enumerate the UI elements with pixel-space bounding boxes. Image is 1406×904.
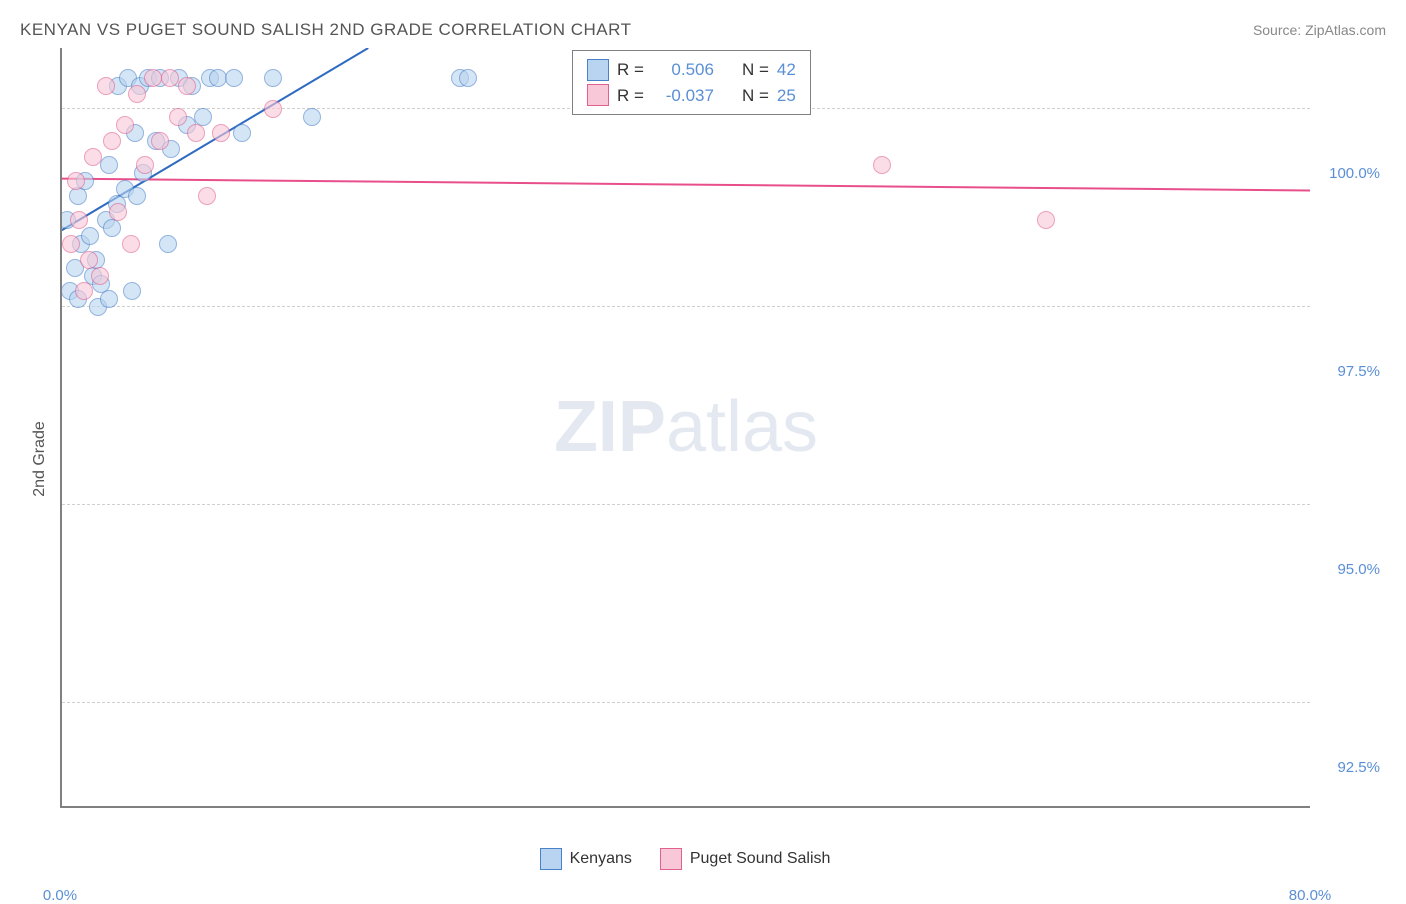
n-value: 42 (777, 57, 796, 83)
data-point (1037, 211, 1055, 229)
data-point (70, 211, 88, 229)
data-point (198, 187, 216, 205)
data-point (123, 282, 141, 300)
x-tick (531, 806, 532, 808)
data-point (122, 235, 140, 253)
data-point (84, 148, 102, 166)
data-point (264, 100, 282, 118)
data-point (873, 156, 891, 174)
stats-row: R = 0.506 N = 42 (587, 57, 796, 83)
x-tick (375, 806, 376, 808)
data-point (212, 124, 230, 142)
gridline (62, 504, 1310, 505)
n-label: N = (742, 57, 769, 83)
y-axis-label-col: 2nd Grade (20, 48, 60, 870)
data-point (116, 116, 134, 134)
y-axis-label: 2nd Grade (31, 421, 49, 497)
legend-label: Puget Sound Salish (690, 850, 831, 868)
data-point (178, 77, 196, 95)
chart-header: KENYAN VS PUGET SOUND SALISH 2ND GRADE C… (20, 20, 1386, 40)
data-point (128, 187, 146, 205)
data-point (62, 235, 80, 253)
data-point (103, 132, 121, 150)
legend-label: Kenyans (570, 850, 632, 868)
data-point (103, 219, 121, 237)
data-point (161, 69, 179, 87)
legend-item: Puget Sound Salish (660, 848, 831, 870)
data-point (109, 203, 127, 221)
y-tick-label: 92.5% (1320, 759, 1380, 776)
x-tick (843, 806, 844, 808)
series-swatch (587, 59, 609, 81)
data-point (80, 251, 98, 269)
y-tick-label: 97.5% (1320, 363, 1380, 380)
r-label: R = (617, 83, 644, 109)
gridline (62, 306, 1310, 307)
data-point (151, 132, 169, 150)
data-point (233, 124, 251, 142)
data-point (169, 108, 187, 126)
data-point (144, 69, 162, 87)
data-point (459, 69, 477, 87)
correlation-chart: KENYAN VS PUGET SOUND SALISH 2ND GRADE C… (20, 20, 1386, 870)
data-point (69, 187, 87, 205)
data-point (75, 282, 93, 300)
data-point (136, 156, 154, 174)
data-point (97, 77, 115, 95)
data-point (100, 156, 118, 174)
chart-title: KENYAN VS PUGET SOUND SALISH 2ND GRADE C… (20, 20, 631, 40)
data-point (67, 172, 85, 190)
data-point (128, 85, 146, 103)
x-tick-label: 80.0% (1289, 887, 1332, 904)
data-point (303, 108, 321, 126)
r-label: R = (617, 57, 644, 83)
watermark-light: atlas (666, 387, 818, 467)
data-point (81, 227, 99, 245)
watermark-bold: ZIP (554, 387, 666, 467)
data-point (225, 69, 243, 87)
legend-item: Kenyans (540, 848, 632, 870)
regression-lines (62, 48, 1310, 808)
n-value: 25 (777, 83, 796, 109)
watermark: ZIPatlas (554, 386, 818, 468)
data-point (264, 69, 282, 87)
x-tick (1000, 806, 1001, 808)
series-swatch (587, 84, 609, 106)
x-tick (218, 806, 219, 808)
legend-swatch (660, 848, 682, 870)
data-point (91, 267, 109, 285)
gridline (62, 702, 1310, 703)
r-value: 0.506 (652, 57, 714, 83)
data-point (100, 290, 118, 308)
plot-area: ZIPatlas R = 0.506 N = 42 R = -0.037 N = 25 (60, 48, 1310, 808)
x-tick (1156, 806, 1157, 808)
r-value: -0.037 (652, 83, 714, 109)
x-tick (687, 806, 688, 808)
x-tick-label: 0.0% (43, 887, 77, 904)
legend-swatch (540, 848, 562, 870)
data-point (187, 124, 205, 142)
legend: Kenyans Puget Sound Salish (60, 848, 1310, 870)
n-label: N = (742, 83, 769, 109)
stats-row: R = -0.037 N = 25 (587, 83, 796, 109)
y-tick-label: 100.0% (1320, 165, 1380, 182)
y-tick-label: 95.0% (1320, 561, 1380, 578)
stats-box: R = 0.506 N = 42 R = -0.037 N = 25 (572, 50, 811, 115)
x-tick (62, 806, 63, 808)
data-point (159, 235, 177, 253)
source-label: Source: ZipAtlas.com (1253, 22, 1386, 38)
